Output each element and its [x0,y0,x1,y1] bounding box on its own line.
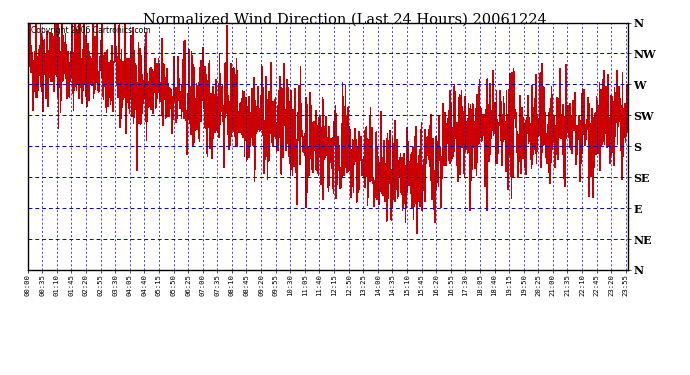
Text: Copyright 2006 Cartronics.com: Copyright 2006 Cartronics.com [30,26,150,35]
Text: Normalized Wind Direction (Last 24 Hours) 20061224: Normalized Wind Direction (Last 24 Hours… [143,13,547,27]
